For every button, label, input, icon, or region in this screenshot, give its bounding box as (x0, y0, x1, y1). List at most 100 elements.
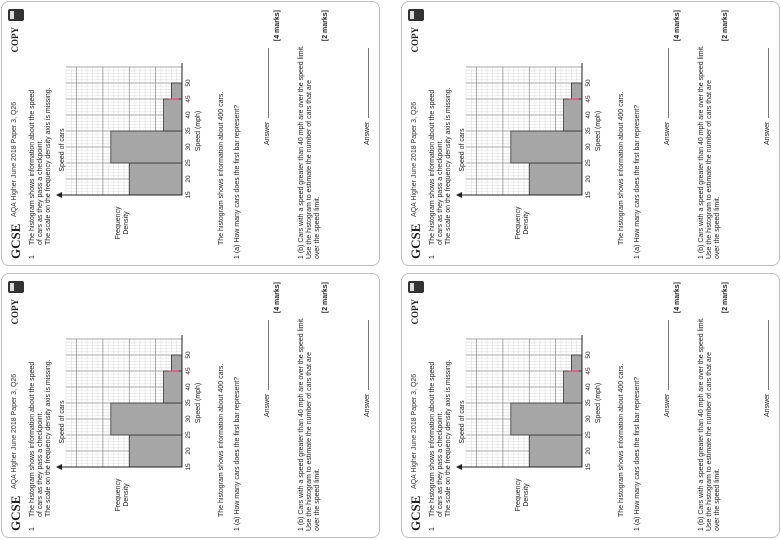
question-intro: The histogram shows information about th… (29, 45, 53, 245)
question-number: 1 (29, 527, 36, 531)
x-axis-label: Speed (mph) (195, 383, 202, 423)
y-axis-arrow (56, 464, 62, 470)
question-part-a: 1 (a) How many cars does the first bar r… (234, 376, 241, 531)
intro-line: The scale on the frequency density axis … (445, 87, 452, 245)
answer-line[interactable] (668, 47, 669, 118)
answer-a: Answer (264, 319, 271, 417)
answer-line[interactable] (768, 319, 769, 390)
marks-b: [2 marks] (722, 282, 729, 314)
question-number: 1 (29, 255, 36, 259)
info-paragraph: The histogram shows information about 40… (218, 363, 225, 517)
header: GCSE AQA Higher June 2018 Paper 3, Q26 C… (408, 9, 424, 259)
part-b-line: over the speed limit. (714, 196, 721, 259)
x-tick-label: 35 (585, 399, 592, 407)
histogram-bar (563, 98, 583, 132)
histogram-bar (110, 402, 183, 436)
answer-label: Answer (764, 121, 771, 145)
x-tick-label: 15 (585, 191, 592, 199)
histogram: 15 20 25 30 35 40 45 50 Speed of cars Speed (mph)… (56, 335, 202, 512)
chart-labels: 15 20 25 30 35 40 45 50 Speed of cars Speed (mph)… (59, 79, 202, 240)
chart-bars (510, 354, 583, 468)
x-tick-label: 20 (185, 447, 192, 455)
y-axis-arrow (456, 192, 462, 198)
answer-label: Answer (664, 393, 671, 417)
marks-a: [4 marks] (674, 10, 681, 42)
subject-title: GCSE (8, 495, 23, 531)
copy-stamp: COPY (410, 27, 420, 53)
answer-label: Answer (364, 121, 371, 145)
subject-title: GCSE (408, 495, 423, 531)
intro-line: of cars as they pass a checkpoint. (37, 411, 44, 517)
header: GCSE AQA Higher June 2018 Paper 3, Q26 C… (8, 281, 24, 531)
part-b-line: over the speed limit. (314, 196, 321, 259)
intro-line: The histogram shows information about th… (29, 89, 36, 245)
part-b-line: 1 (b) Cars with a speed greater than 40 … (698, 45, 705, 259)
part-b-line: Use the histogram to estimate the number… (706, 352, 713, 531)
histogram: 15 20 25 30 35 40 45 50 Speed of cars Speed (mph)… (456, 335, 602, 512)
marks-a: [4 marks] (274, 282, 281, 314)
copy-stamp: COPY (410, 299, 420, 325)
intro-line: The histogram shows information about th… (29, 361, 36, 517)
info-paragraph: The histogram shows information about 40… (218, 91, 225, 245)
intro-line: The scale on the frequency density axis … (45, 359, 52, 517)
answer-label: Answer (764, 393, 771, 417)
question-part-b: 1 (b) Cars with a speed greater than 40 … (298, 45, 322, 259)
histogram-bar (510, 402, 583, 436)
x-tick-label: 40 (585, 111, 592, 119)
calculator-icon (8, 9, 24, 21)
copy-stamp: COPY (10, 299, 20, 325)
x-tick-label: 20 (585, 447, 592, 455)
source-line: AQA Higher June 2018 Paper 3, Q26 (411, 101, 418, 217)
answer-line[interactable] (668, 319, 669, 390)
x-tick-label: 45 (585, 367, 592, 375)
x-tick-label: 15 (585, 463, 592, 471)
x-tick-label: 35 (185, 399, 192, 407)
card-top-right: GCSE AQA Higher June 2018 Paper 3, Q26 C… (401, 1, 780, 266)
x-tick-label: 15 (185, 463, 192, 471)
calculator-icon (408, 9, 424, 21)
intro-line: of cars as they pass a checkpoint. (437, 139, 444, 245)
answer-line[interactable] (368, 319, 369, 390)
y-axis-label: Density (523, 483, 530, 507)
x-tick-label: 25 (185, 159, 192, 167)
y-axis-label: Density (523, 211, 530, 235)
intro-line: The scale on the frequency density axis … (45, 87, 52, 245)
intro-line: The scale on the frequency density axis … (445, 359, 452, 517)
chart-axes (56, 335, 183, 470)
info-paragraph: The histogram shows information about 40… (618, 91, 625, 245)
part-b-line: 1 (b) Cars with a speed greater than 40 … (298, 317, 305, 531)
chart-axes (456, 335, 583, 470)
answer-line[interactable] (268, 319, 269, 390)
source-line: AQA Higher June 2018 Paper 3, Q26 (11, 373, 18, 489)
answer-line[interactable] (368, 47, 369, 118)
x-tick-label: 20 (585, 175, 592, 183)
copy-stamp: COPY (10, 27, 20, 53)
histogram: 15 20 25 30 35 40 45 50 Speed of cars Speed (mph)… (456, 63, 602, 240)
x-axis-label: Speed (mph) (195, 111, 202, 151)
x-tick-label: 45 (185, 367, 192, 375)
x-tick-label: 30 (585, 415, 592, 423)
marks-a: [4 marks] (674, 282, 681, 314)
subject-title: GCSE (8, 223, 23, 259)
answer-b: Answer (364, 47, 371, 145)
info-paragraph: The histogram shows information about 40… (618, 363, 625, 517)
answer-line[interactable] (768, 47, 769, 118)
chart-labels: 15 20 25 30 35 40 45 50 Speed of cars Speed (mph)… (459, 351, 602, 512)
x-tick-label: 30 (585, 143, 592, 151)
histogram-bar (510, 130, 583, 164)
question-number: 1 (429, 255, 436, 259)
question-part-a: 1 (a) How many cars does the first bar r… (634, 376, 641, 531)
x-tick-label: 35 (585, 127, 592, 135)
x-tick-label: 40 (585, 383, 592, 391)
part-b-line: 1 (b) Cars with a speed greater than 40 … (298, 45, 305, 259)
chart-labels: 15 20 25 30 35 40 45 50 Speed of cars Speed (mph)… (459, 79, 602, 240)
part-b-line: Use the histogram to estimate the number… (706, 80, 713, 259)
x-tick-label: 50 (185, 351, 192, 359)
answer-line[interactable] (268, 47, 269, 118)
part-b-line: over the speed limit. (314, 468, 321, 531)
answer-label: Answer (664, 121, 671, 145)
answer-a: Answer (664, 47, 671, 145)
part-b-line: Use the histogram to estimate the number… (306, 80, 313, 259)
x-tick-label: 20 (185, 175, 192, 183)
x-tick-label: 30 (185, 143, 192, 151)
